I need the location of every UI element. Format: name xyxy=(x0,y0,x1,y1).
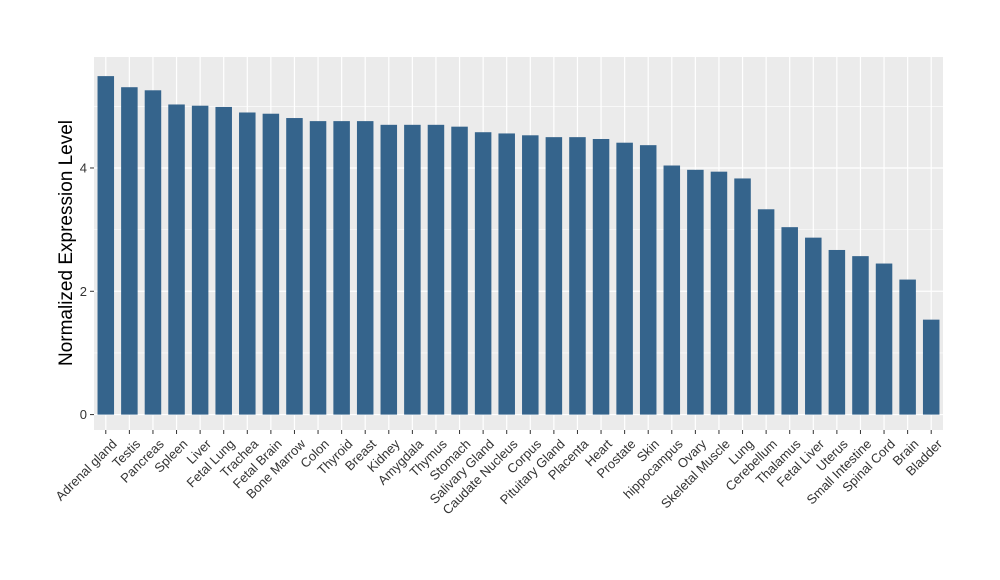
bar xyxy=(168,104,185,415)
bar xyxy=(781,227,798,415)
bar xyxy=(922,319,940,415)
bar xyxy=(309,121,327,415)
bar xyxy=(639,145,657,415)
bar xyxy=(333,121,350,415)
bar xyxy=(522,135,539,415)
y-tick-label: 4 xyxy=(80,160,87,175)
bar xyxy=(852,256,869,415)
y-tick-label: 2 xyxy=(80,284,87,299)
y-axis: 0 2 4 xyxy=(80,160,94,422)
bar xyxy=(875,263,893,415)
y-axis-title: Normalized Expression Level xyxy=(56,120,77,366)
bar xyxy=(262,113,280,415)
bar xyxy=(734,178,751,415)
bar xyxy=(380,124,398,415)
bar xyxy=(239,112,256,415)
x-axis: Adrenal glandTestisPancreasSpleenLiverFe… xyxy=(52,430,946,517)
bar xyxy=(356,121,374,415)
bar xyxy=(215,106,232,415)
bar xyxy=(805,237,822,415)
bar xyxy=(286,118,303,415)
bar xyxy=(569,137,586,415)
bar xyxy=(687,169,704,415)
bar xyxy=(121,87,138,415)
bar xyxy=(427,124,445,415)
bar xyxy=(828,249,846,415)
bar xyxy=(404,124,421,415)
bar xyxy=(498,133,515,415)
y-tick-label: 0 xyxy=(80,407,87,422)
bar xyxy=(899,279,916,415)
bar xyxy=(592,138,610,415)
bar xyxy=(97,76,115,415)
bar xyxy=(663,165,681,415)
bar xyxy=(144,90,162,415)
bar xyxy=(451,126,468,415)
bar xyxy=(710,171,728,415)
plot-panel xyxy=(94,57,943,430)
bar xyxy=(616,142,633,415)
bar xyxy=(757,209,775,415)
bar xyxy=(474,132,492,415)
x-tick-label: Adrenal gland xyxy=(52,436,119,503)
bars xyxy=(97,76,940,415)
bar xyxy=(191,105,209,415)
bar xyxy=(545,137,563,415)
